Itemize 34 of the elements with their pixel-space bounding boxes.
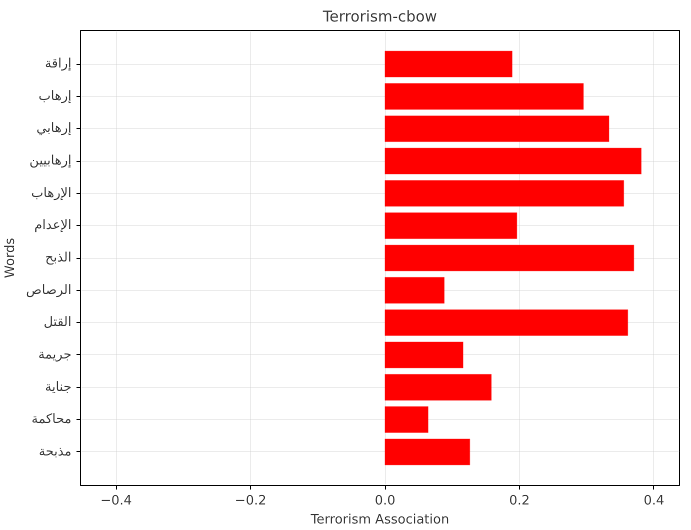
bar	[384, 180, 624, 207]
bar	[384, 276, 445, 304]
y-tick-label: الرصاص	[26, 282, 72, 298]
bar	[384, 374, 492, 401]
x-tick-label: −0.2	[234, 494, 266, 508]
x-tick-label: −0.4	[100, 494, 132, 508]
y-tick-label: إراقة	[44, 56, 72, 72]
y-tick-label: الذبح	[45, 250, 72, 266]
y-tick-label: الإعدام	[34, 218, 72, 234]
bar	[384, 212, 518, 240]
bar	[384, 406, 429, 434]
y-tick-label: إرهابي	[36, 121, 72, 136]
bar	[384, 244, 634, 272]
y-tick-label: جناية	[44, 380, 72, 395]
chart-title: Terrorism-cbow	[322, 8, 438, 26]
bar	[384, 115, 610, 142]
y-tick-label: جريمة	[38, 347, 72, 362]
y-tick-label: إرهاب	[38, 88, 72, 104]
x-axis-title: Terrorism Association	[310, 512, 450, 528]
bar	[384, 342, 464, 368]
y-tick-label: القتل	[44, 315, 72, 330]
bar	[384, 50, 513, 78]
y-tick-label: الإرهاب	[31, 186, 72, 201]
x-tick-label: 0.0	[374, 494, 396, 508]
x-tick-label: 0.4	[644, 494, 664, 508]
bar	[384, 82, 584, 110]
y-tick-label: مذبحة	[38, 444, 72, 460]
bar	[384, 309, 628, 336]
bar	[384, 438, 470, 466]
bar	[384, 148, 642, 174]
y-tick-label: إرهابيين	[29, 154, 72, 169]
x-tick-label: 0.2	[509, 494, 530, 508]
y-tick-label: محاكمة	[32, 412, 72, 428]
y-axis-title: Words	[3, 238, 18, 278]
